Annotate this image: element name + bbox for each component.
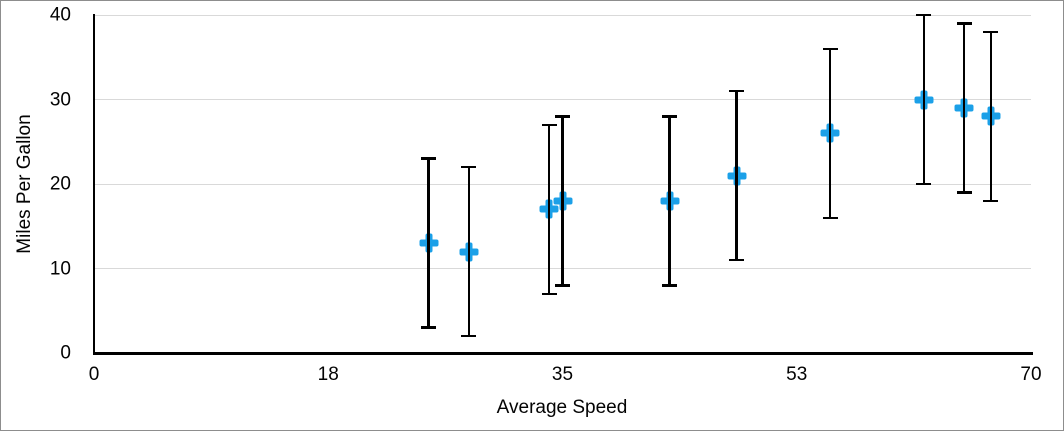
error-bar-cap-bottom: [662, 284, 678, 287]
x-axis-title: Average Speed: [496, 397, 628, 418]
error-bar-cap-bottom: [541, 292, 557, 296]
gridline: [94, 14, 1031, 16]
x-tick-label: 18: [317, 364, 339, 385]
error-bar-cap-top: [983, 30, 999, 34]
error-bar-cap-top: [461, 165, 477, 169]
y-axis-line: [92, 14, 95, 355]
error-bar-cap-bottom: [983, 199, 999, 203]
error-bar-cap-top: [662, 115, 678, 118]
y-tick-label: 30: [49, 89, 71, 110]
y-tick-label: 40: [49, 4, 71, 26]
error-bar-cap-bottom: [729, 258, 744, 262]
error-bar-cap-bottom: [555, 284, 570, 287]
error-bar-line: [427, 158, 430, 328]
error-bar-line: [989, 31, 993, 201]
error-bar-cap-bottom: [421, 326, 437, 329]
error-bar-line: [828, 48, 832, 218]
error-bar-cap-top: [822, 47, 838, 51]
error-bar-line: [561, 116, 564, 286]
error-bar-cap-bottom: [916, 182, 932, 186]
error-bar-cap-bottom: [956, 191, 972, 194]
error-bar-cap-bottom: [822, 216, 838, 220]
error-bar-cap-top: [541, 123, 557, 127]
x-axis-line: [92, 351, 1033, 355]
error-bar-cap-bottom: [461, 334, 477, 338]
error-bar-cap-top: [956, 22, 972, 25]
error-bar-line: [922, 15, 926, 184]
error-bar-line: [668, 116, 671, 286]
gridline: [94, 99, 1031, 100]
error-bar-line: [467, 167, 471, 337]
error-bar-cap-top: [421, 157, 437, 160]
y-tick-label: 10: [49, 258, 71, 279]
error-bar-cap-top: [555, 115, 570, 118]
error-bar-cap-top: [729, 89, 744, 93]
x-tick-label: 53: [786, 364, 808, 385]
x-tick-label: 35: [551, 364, 574, 385]
error-bar-cap-top: [916, 13, 932, 17]
y-tick-label: 20: [49, 173, 71, 195]
error-bar-line: [735, 91, 738, 261]
error-bar-line: [962, 23, 966, 193]
x-tick-label: 0: [88, 364, 100, 385]
x-tick-label: 70: [1020, 364, 1042, 385]
error-bar-line: [547, 124, 551, 294]
y-tick-label: 0: [60, 342, 71, 364]
